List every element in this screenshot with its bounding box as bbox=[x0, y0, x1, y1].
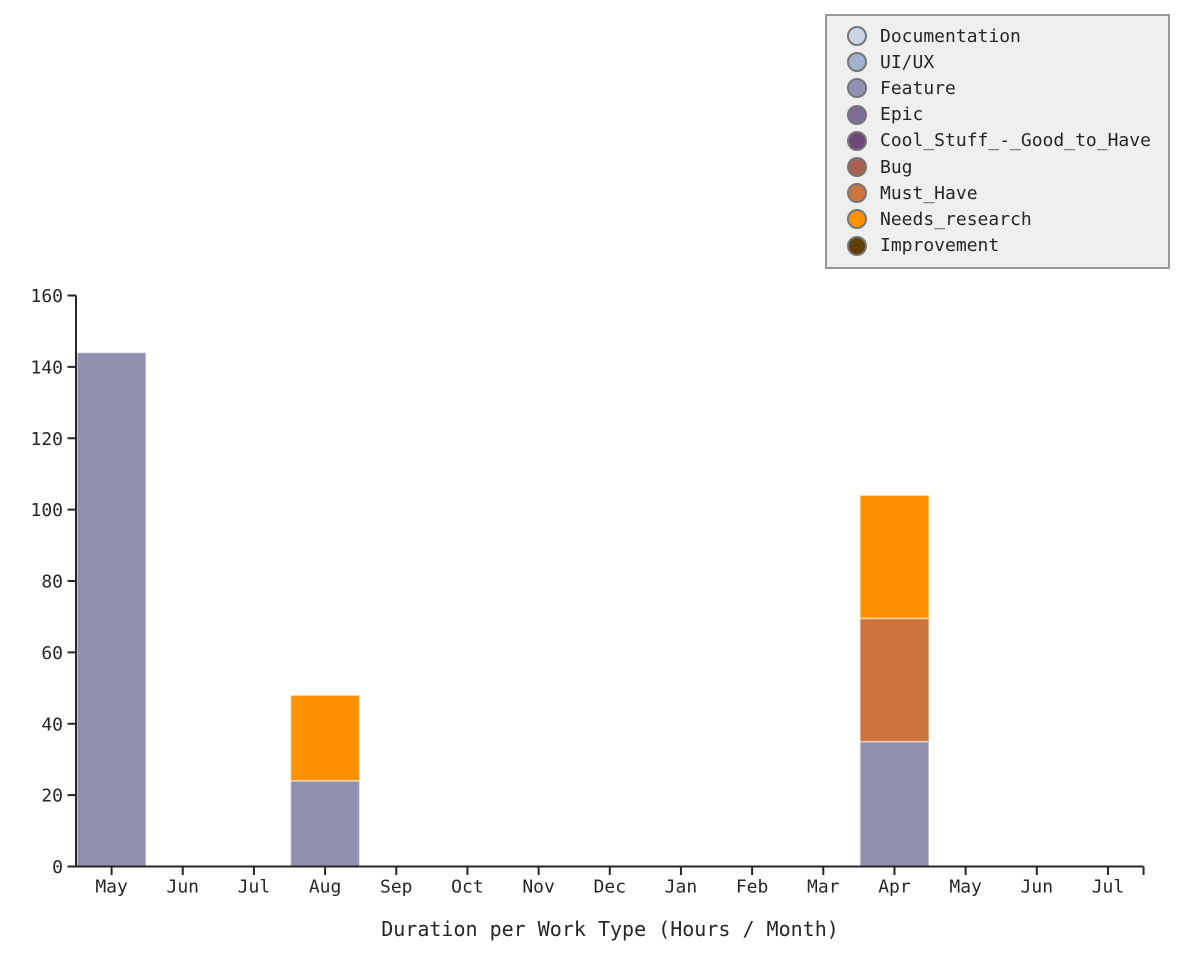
x-tick-label-nov-6: Nov bbox=[522, 877, 555, 898]
x-tick-label-feb-9: Feb bbox=[736, 877, 769, 898]
legend-marker-icon bbox=[847, 52, 867, 73]
x-tick-label-mar-10: Mar bbox=[807, 877, 840, 898]
bar-segment-needs-research-aug-3 bbox=[289, 694, 361, 782]
x-tick-label-may-0: May bbox=[95, 877, 128, 898]
legend-item-documentation: Documentation bbox=[847, 23, 1168, 49]
legend-label: Feature bbox=[880, 77, 956, 99]
y-tick-label-40: 40 bbox=[41, 714, 63, 735]
legend-label: Improvement bbox=[880, 235, 1000, 257]
legend-marker-icon bbox=[847, 157, 867, 178]
legend-marker-icon bbox=[847, 183, 867, 204]
y-tick-label-160: 160 bbox=[30, 286, 63, 307]
legend-item-epic: Epic bbox=[847, 102, 1168, 128]
legend-marker-icon bbox=[847, 209, 867, 230]
legend-marker-icon bbox=[847, 78, 867, 99]
y-tick-label-0: 0 bbox=[52, 857, 63, 878]
x-tick-label-sep-4: Sep bbox=[380, 877, 413, 898]
bar-segment-feature-apr-11 bbox=[859, 740, 930, 868]
x-tick-label-oct-5: Oct bbox=[451, 877, 484, 898]
legend-label: Must_Have bbox=[880, 182, 978, 204]
bar-segment-must-have-apr-11 bbox=[859, 617, 930, 743]
y-tick-label-120: 120 bbox=[30, 429, 63, 450]
chart-title: Duration per Work Type (Hours / Month) bbox=[381, 917, 839, 941]
x-tick-label-jul-2: Jul bbox=[238, 877, 271, 898]
legend-item-must-have: Must_Have bbox=[847, 180, 1168, 206]
legend-marker-icon bbox=[847, 26, 867, 47]
legend-marker-icon bbox=[847, 130, 867, 151]
x-tick-label-jun-1: Jun bbox=[166, 877, 199, 898]
y-tick-label-140: 140 bbox=[30, 357, 63, 378]
y-tick-label-20: 20 bbox=[41, 786, 63, 807]
legend-item-ui-ux: UI/UX bbox=[847, 49, 1168, 75]
y-tick-label-60: 60 bbox=[41, 643, 63, 664]
x-tick-label-dec-7: Dec bbox=[594, 877, 627, 898]
bar-segment-feature-may-0 bbox=[76, 351, 147, 868]
x-tick-label-jan-8: Jan bbox=[665, 877, 698, 898]
x-tick-label-jun-13: Jun bbox=[1021, 877, 1054, 898]
bars-layer bbox=[76, 351, 930, 868]
x-tick-label-aug-3: Aug bbox=[309, 877, 342, 898]
legend-item-bug: Bug bbox=[847, 154, 1168, 180]
y-tick-label-100: 100 bbox=[30, 500, 63, 521]
legend-label: Documentation bbox=[880, 25, 1021, 47]
legend-item-improvement: Improvement bbox=[847, 233, 1168, 259]
legend-marker-icon bbox=[847, 235, 867, 256]
ticks-layer: 0 20 40 60 80 100 120 140 160 May Jun Jul Aug Sep Oct N… bbox=[30, 286, 1124, 898]
legend-item-needs-research: Needs_research bbox=[847, 206, 1168, 232]
legend-marker-icon bbox=[847, 104, 867, 125]
bar-segment-needs-research-apr-11 bbox=[859, 494, 930, 620]
y-tick-label-80: 80 bbox=[41, 572, 63, 593]
bar-segment-feature-aug-3 bbox=[289, 780, 361, 868]
legend-label: Bug bbox=[880, 156, 913, 178]
legend-label: UI/UX bbox=[880, 51, 935, 73]
legend-label: Needs_research bbox=[880, 208, 1032, 230]
x-tick-label-may-12: May bbox=[949, 877, 982, 898]
legend-item-feature: Feature bbox=[847, 75, 1168, 101]
legend: Documentation UI/UX Feature Epic Cool_Stuff_… bbox=[825, 14, 1170, 269]
legend-label: Epic bbox=[880, 104, 924, 126]
legend-item-cool-stuff-good-to-have: Cool_Stuff_-_Good_to_Have bbox=[847, 128, 1168, 154]
x-tick-label-apr-11: Apr bbox=[878, 877, 911, 898]
x-tick-label-jul-14: Jul bbox=[1092, 877, 1125, 898]
axis-layer bbox=[75, 295, 1145, 875]
legend-label: Cool_Stuff_-_Good_to_Have bbox=[880, 130, 1151, 152]
axis-spine bbox=[75, 295, 1144, 868]
